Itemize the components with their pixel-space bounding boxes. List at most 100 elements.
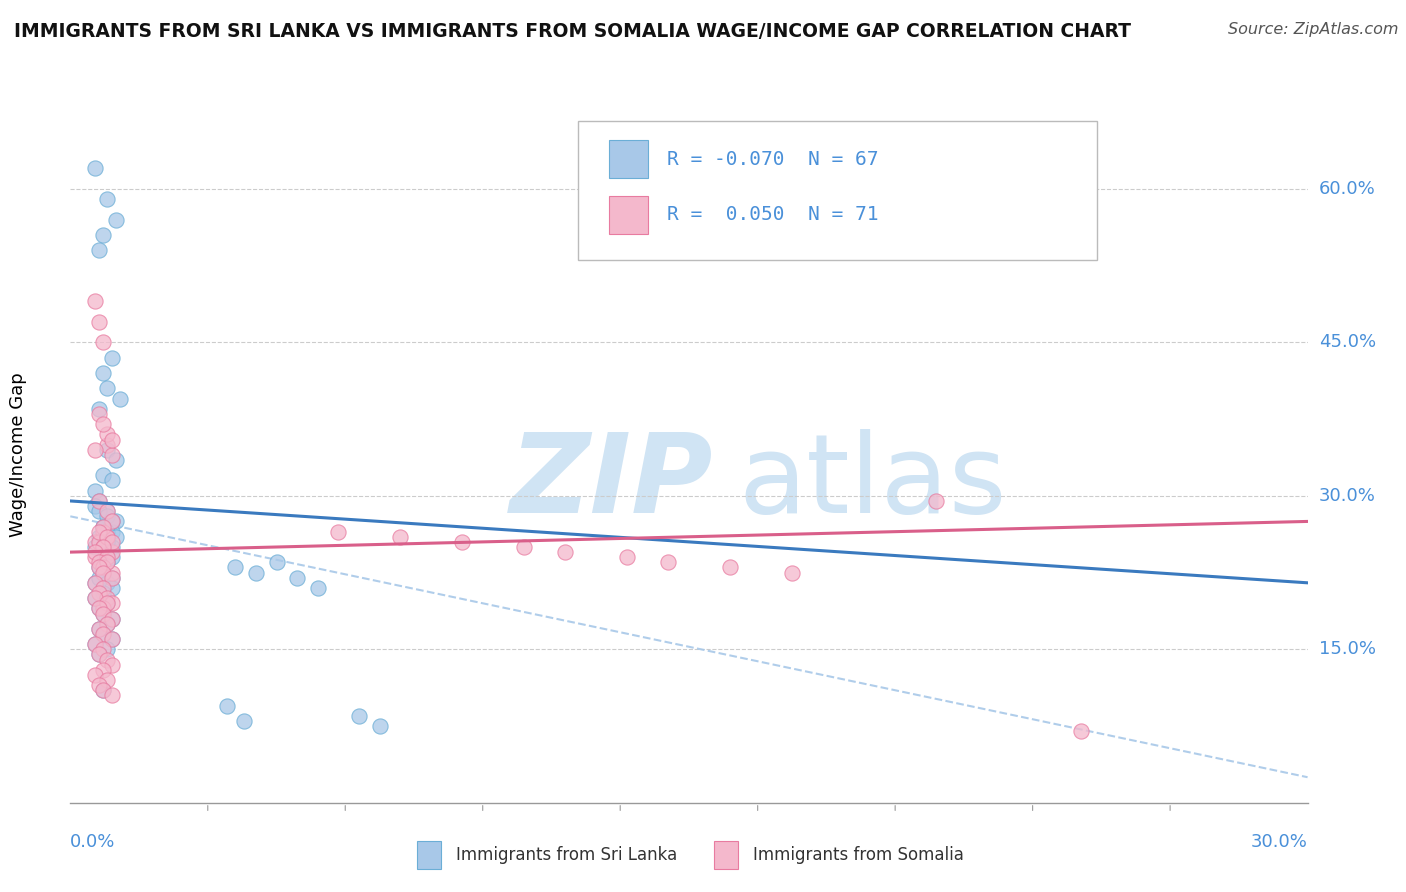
Point [84,591,107,606]
Point [89,524,111,539]
Point [91,566,114,580]
Point [84,294,107,309]
Point [96,438,118,452]
Point [89,407,111,421]
Point [513,540,536,554]
Point [100,689,122,703]
Point [91,607,114,621]
Text: IMMIGRANTS FROM SRI LANKA VS IMMIGRANTS FROM SOMALIA WAGE/INCOME GAP CORRELATION: IMMIGRANTS FROM SRI LANKA VS IMMIGRANTS … [14,22,1130,41]
Text: Immigrants from Sri Lanka: Immigrants from Sri Lanka [457,846,678,864]
Point [616,550,638,565]
Point [100,581,122,595]
Point [245,566,267,580]
Point [104,515,127,529]
Point [91,227,114,242]
Point [84,499,107,513]
Point [100,351,122,365]
Point [91,586,114,600]
Point [96,530,118,544]
Point [91,335,114,350]
Point [96,673,118,687]
Point [1070,724,1092,739]
Point [89,648,111,662]
Point [84,442,107,457]
Point [91,545,114,559]
Point [215,698,238,713]
Point [96,555,118,569]
Text: 60.0%: 60.0% [1319,180,1375,198]
Point [89,560,111,574]
Point [100,448,122,462]
Point [89,622,111,636]
Point [100,535,122,549]
Point [84,535,107,549]
Point [89,648,111,662]
Point [96,596,118,610]
Point [451,535,474,549]
Point [104,530,127,544]
Point [91,524,114,539]
Point [368,719,391,733]
Point [91,601,114,615]
Point [91,519,114,533]
Text: R = -0.070  N = 67: R = -0.070 N = 67 [666,150,879,169]
Point [307,581,329,595]
Text: 0.0%: 0.0% [70,833,115,851]
Point [91,683,114,698]
Point [232,714,254,728]
Point [389,530,412,544]
Point [84,575,107,590]
Point [91,417,114,432]
Point [100,657,122,672]
Point [91,627,114,641]
Point [89,401,111,416]
Point [96,616,118,631]
Point [89,504,111,518]
Point [89,535,111,549]
Point [89,530,111,544]
Point [91,540,114,554]
Point [89,571,111,585]
Point [96,427,118,442]
Bar [714,841,738,869]
Point [96,596,118,610]
Text: Source: ZipAtlas.com: Source: ZipAtlas.com [1229,22,1399,37]
Point [96,591,118,606]
Point [925,494,948,508]
Point [84,483,107,498]
Point [224,560,246,574]
Bar [416,841,441,869]
Point [91,663,114,677]
Point [96,530,118,544]
Point [96,550,118,565]
Point [89,244,111,258]
Text: Immigrants from Somalia: Immigrants from Somalia [754,846,965,864]
Point [96,642,118,657]
Text: 45.0%: 45.0% [1319,334,1376,351]
Point [96,504,118,518]
Text: 15.0%: 15.0% [1319,640,1375,658]
Point [657,555,679,569]
Point [96,381,118,395]
Point [96,616,118,631]
Point [84,540,107,554]
Point [100,571,122,585]
Point [91,581,114,595]
Point [100,515,122,529]
Point [100,632,122,646]
Point [718,560,741,574]
Point [96,555,118,569]
Point [100,596,122,610]
Point [91,519,114,533]
Bar [609,195,648,234]
Point [84,545,107,559]
Point [96,575,118,590]
Point [84,668,107,682]
Point [84,550,107,565]
Point [100,524,122,539]
Point [91,519,114,533]
FancyBboxPatch shape [578,121,1097,260]
Point [100,632,122,646]
Point [89,586,111,600]
Point [104,453,127,467]
